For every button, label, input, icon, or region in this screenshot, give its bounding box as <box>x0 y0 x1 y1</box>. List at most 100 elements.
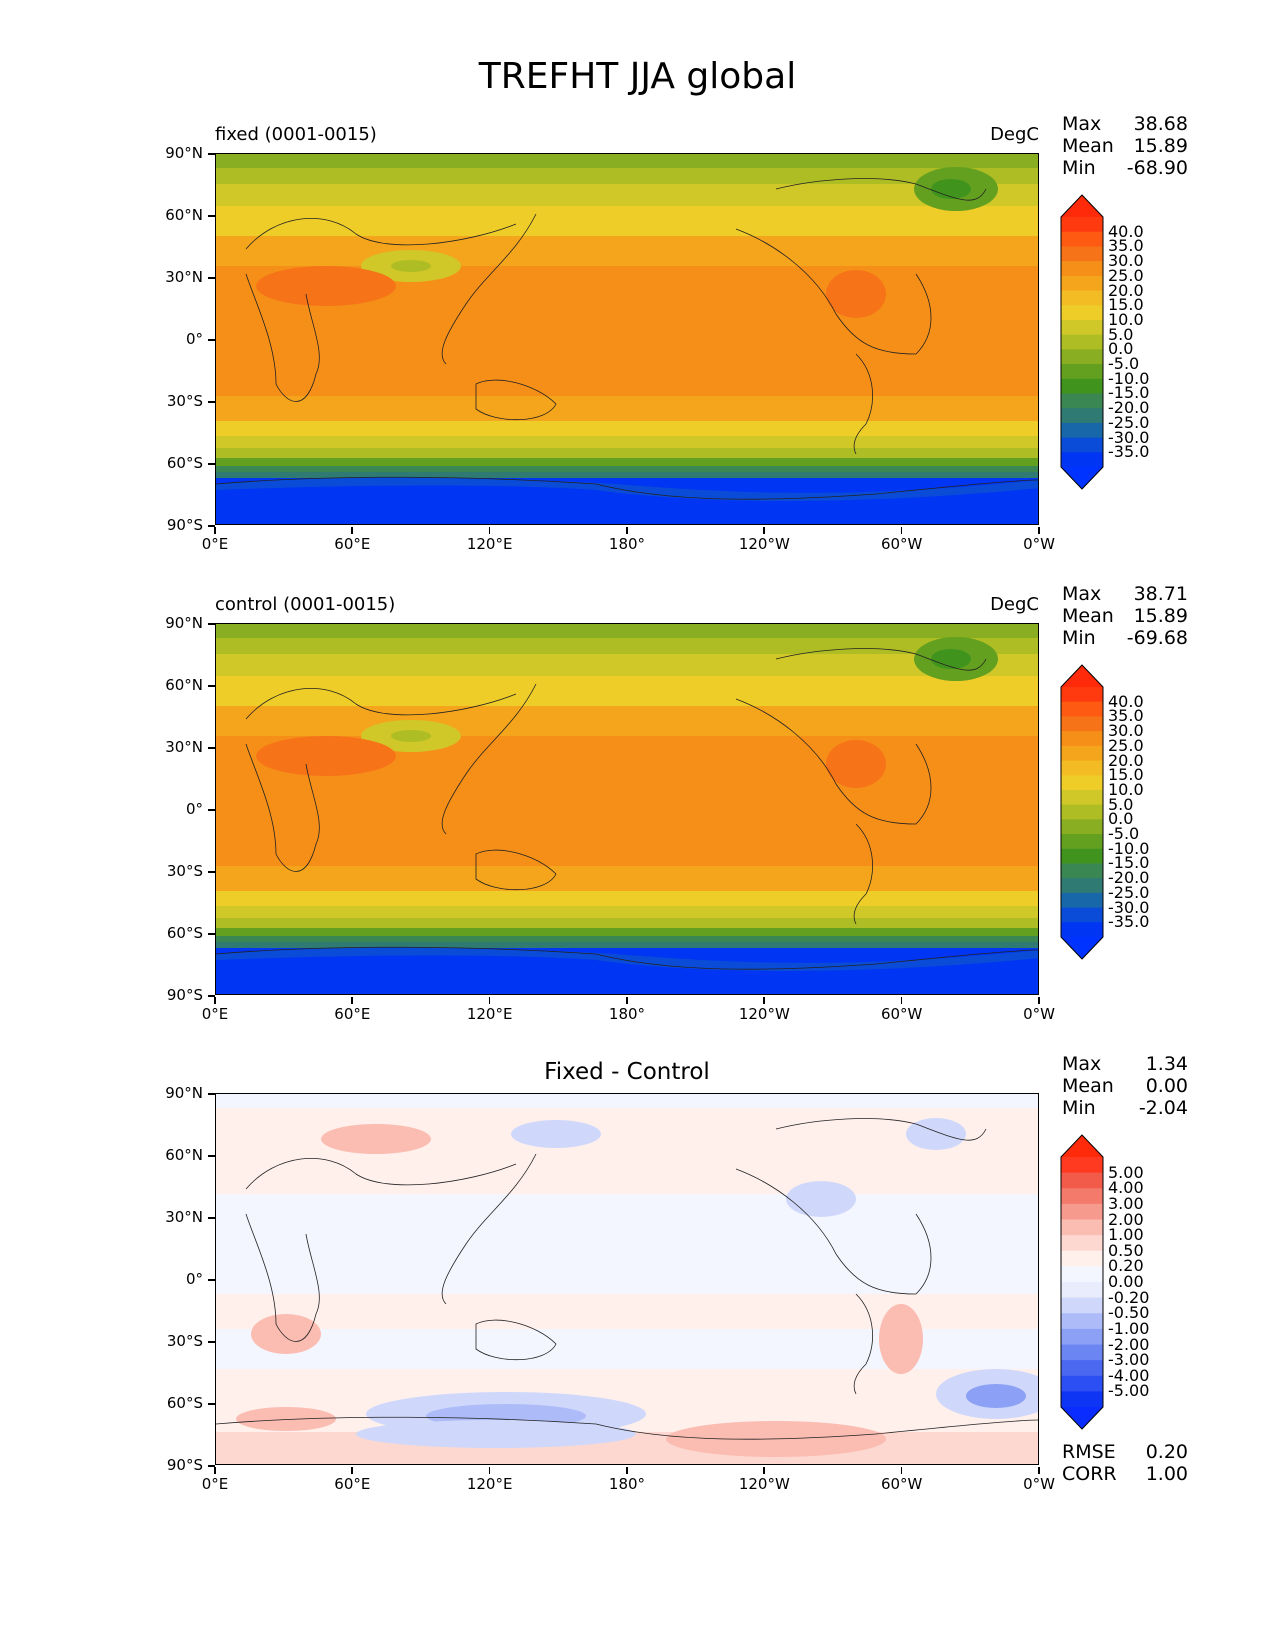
stat-value: -2.04 <box>1138 1097 1188 1119</box>
y-tick-label: 90°S <box>151 986 215 1004</box>
x-tick-label: 180° <box>587 997 667 1023</box>
colorbar-segment <box>1061 745 1103 762</box>
colorbar-segment <box>1061 1375 1103 1392</box>
map-field-difference <box>216 1094 1038 1464</box>
x-tick-label: 60°E <box>312 997 392 1023</box>
footer-label: RMSE <box>1062 1441 1116 1463</box>
stat-value: 0.00 <box>1145 1075 1188 1097</box>
colorbar <box>1060 1134 1104 1434</box>
colorbar-segment <box>1061 1344 1103 1361</box>
colorbar-tick-label: 3.00 <box>1108 1193 1144 1213</box>
y-tick-label: 90°N <box>151 1084 215 1102</box>
colorbar-segment <box>1061 789 1103 806</box>
colorbar-tick-label: -5.00 <box>1108 1381 1150 1401</box>
colorbar-segment <box>1061 1266 1103 1283</box>
colorbar-segment <box>1061 701 1103 717</box>
colorbar-tick-label: 15.0 <box>1108 765 1144 785</box>
colorbar-tick-label: -2.00 <box>1108 1334 1150 1354</box>
colorbar-segment <box>1061 305 1103 321</box>
y-tick-label: 60°S <box>151 1394 215 1412</box>
colorbar-segment <box>1061 834 1103 850</box>
colorbar-tick-label: 4.00 <box>1108 1178 1144 1198</box>
colorbar-graphic <box>1060 664 1104 960</box>
x-tick-label: 120°E <box>450 1467 530 1493</box>
stat-value: -68.90 <box>1126 157 1188 179</box>
map-fixed <box>215 153 1039 525</box>
x-tick-label: 60°W <box>862 1467 942 1493</box>
panel-units: DegC <box>990 124 1039 145</box>
colorbar-tick-label: 35.0 <box>1108 706 1144 726</box>
x-tick-label: 0°E <box>175 997 255 1023</box>
colorbar-segment <box>1061 349 1103 365</box>
colorbar-tick-label: -1.00 <box>1108 1318 1150 1338</box>
colorbar-segment <box>1061 1328 1103 1345</box>
footer-value: 1.00 <box>1145 1463 1188 1485</box>
y-tick-label: 90°S <box>151 516 215 534</box>
colorbar-tick-label: -20.0 <box>1108 398 1150 418</box>
stat-label: Mean <box>1062 135 1114 157</box>
colorbar-tick-label: -10.0 <box>1108 838 1150 858</box>
colorbar-outline <box>1060 194 1104 490</box>
y-tick-label: 90°N <box>151 144 215 162</box>
colorbar <box>1060 664 1104 964</box>
colorbar-min-extension <box>1061 1407 1103 1429</box>
colorbar-segment <box>1061 261 1103 277</box>
colorbar-tick-label: 5.00 <box>1108 1162 1144 1182</box>
x-tick-label: 60°W <box>862 527 942 553</box>
stat-label: Max <box>1062 1053 1102 1075</box>
colorbar-segment <box>1061 922 1103 938</box>
colorbar-segment <box>1061 775 1103 791</box>
map-field-control <box>216 624 1038 994</box>
y-tick-label: 60°S <box>151 924 215 942</box>
x-tick-label: 0°W <box>999 527 1079 553</box>
colorbar-outline <box>1060 664 1104 960</box>
colorbar-max-extension <box>1061 665 1103 687</box>
stat-value: 38.71 <box>1133 583 1188 605</box>
colorbar-tick-label: 5.0 <box>1108 324 1134 344</box>
x-tick-label: 60°E <box>312 527 392 553</box>
colorbar-min-extension <box>1061 937 1103 959</box>
colorbar-tick-label: 0.0 <box>1108 339 1134 359</box>
colorbar-tick-label: 10.0 <box>1108 309 1144 329</box>
colorbar <box>1060 194 1104 494</box>
y-tick-label: 60°N <box>151 1146 215 1164</box>
colorbar-segment <box>1061 246 1103 262</box>
colorbar-segment <box>1061 1250 1103 1267</box>
y-tick-label: 60°N <box>151 676 215 694</box>
colorbar-tick-label: 40.0 <box>1108 221 1144 241</box>
stat-value: 38.68 <box>1133 113 1188 135</box>
colorbar-tick-label: -35.0 <box>1108 912 1150 932</box>
colorbar-segment <box>1061 1157 1103 1174</box>
colorbar-min-extension <box>1061 467 1103 489</box>
figure-title: TREFHT JJA global <box>478 56 797 97</box>
colorbar-tick-label: -0.50 <box>1108 1303 1150 1323</box>
colorbar-tick-label: 0.50 <box>1108 1240 1144 1260</box>
x-tick-label: 0°W <box>999 997 1079 1023</box>
colorbar-outline <box>1060 1134 1104 1430</box>
colorbar-tick-label: 30.0 <box>1108 251 1144 271</box>
colorbar-segment <box>1061 687 1103 703</box>
colorbar-tick-label: 0.20 <box>1108 1256 1144 1276</box>
x-tick-label: 120°W <box>724 527 804 553</box>
panel-difference: Fixed - Control <box>0 1053 1275 1500</box>
colorbar-segment <box>1061 1297 1103 1314</box>
x-tick-label: 60°E <box>312 1467 392 1493</box>
footer-label: CORR <box>1062 1463 1117 1485</box>
colorbar-tick-label: 20.0 <box>1108 750 1144 770</box>
colorbar-segment <box>1061 275 1103 292</box>
colorbar-segment <box>1061 1282 1103 1299</box>
colorbar-tick-label: -35.0 <box>1108 442 1150 462</box>
panel-control: control (0001-0015) DegC <box>0 583 1275 1030</box>
colorbar-max-extension <box>1061 195 1103 217</box>
colorbar-segment <box>1061 819 1103 835</box>
y-tick-label: 0° <box>151 1270 215 1288</box>
colorbar-tick-label: 20.0 <box>1108 280 1144 300</box>
y-tick-label: 30°S <box>151 1332 215 1350</box>
colorbar-tick-label: 25.0 <box>1108 265 1144 285</box>
colorbar-tick-label: -5.0 <box>1108 354 1140 374</box>
colorbar-segment <box>1061 393 1103 409</box>
colorbar-tick-label: 40.0 <box>1108 691 1144 711</box>
panel-units: DegC <box>990 594 1039 615</box>
colorbar-tick-label: -3.00 <box>1108 1350 1150 1370</box>
stat-label: Max <box>1062 113 1102 135</box>
